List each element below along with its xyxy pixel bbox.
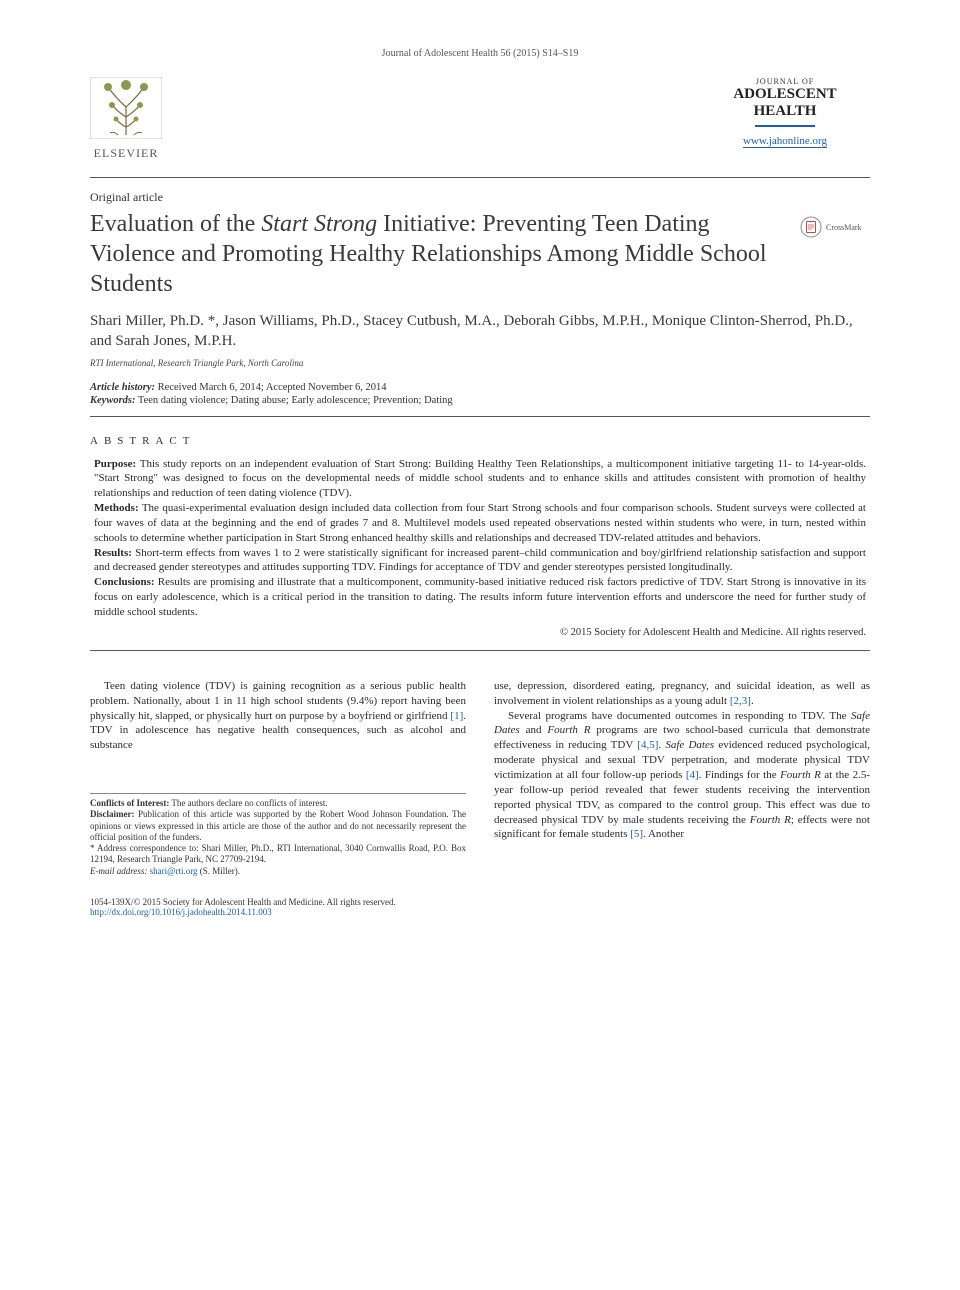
article-title: Evaluation of the Start Strong Initiativ…	[90, 209, 800, 299]
col2-ital4: Fourth R	[780, 769, 821, 781]
footnote-block: Conflicts of Interest: The authors decla…	[90, 793, 466, 877]
coi-text: The authors declare no conflicts of inte…	[169, 798, 327, 808]
col2-p2b: and	[520, 724, 548, 736]
abstract-heading: ABSTRACT	[90, 435, 870, 447]
conclusions-text: Results are promising and illustrate tha…	[94, 576, 866, 618]
crossmark-badge[interactable]: CrossMark	[800, 213, 870, 241]
article-type: Original article	[90, 190, 870, 205]
ref-5-link[interactable]: [5]	[630, 828, 643, 840]
masthead-row: ELSEVIER JOURNAL OF ADOLESCENT HEALTH ww…	[90, 77, 870, 163]
col1-para1: Teen dating violence (TDV) is gaining re…	[90, 679, 466, 753]
methods-label: Methods:	[94, 502, 139, 514]
keywords-label: Keywords:	[90, 395, 136, 406]
col2-para2: Several programs have documented outcome…	[494, 709, 870, 843]
results-label: Results:	[94, 547, 132, 559]
publisher-logo: ELSEVIER	[90, 77, 162, 163]
crossmark-label: CrossMark	[826, 223, 862, 232]
mid-rule-1	[90, 416, 870, 417]
journal-overline: JOURNAL OF	[700, 77, 870, 86]
abstract-body: Purpose: This study reports on an indepe…	[90, 457, 870, 640]
abstract-copyright: © 2015 Society for Adolescent Health and…	[94, 626, 866, 640]
methods-text: The quasi-experimental evaluation design…	[94, 502, 866, 544]
elsevier-tree-icon	[90, 77, 162, 139]
running-head: Journal of Adolescent Health 56 (2015) S…	[90, 48, 870, 59]
mid-rule-2	[90, 650, 870, 651]
journal-name-line1: ADOLESCENT	[700, 86, 870, 103]
journal-logo-box: JOURNAL OF ADOLESCENT HEALTH www.jahonli…	[700, 77, 870, 149]
col2-p1b: .	[751, 695, 754, 707]
conclusions-label: Conclusions:	[94, 576, 155, 588]
disclaimer-label: Disclaimer:	[90, 809, 134, 819]
author-list: Shari Miller, Ph.D. *, Jason Williams, P…	[90, 311, 870, 352]
ref-23-link[interactable]: [2,3]	[730, 695, 751, 707]
title-pre: Evaluation of the	[90, 211, 261, 237]
disclaimer-text: Publication of this article was supporte…	[90, 809, 466, 842]
crossmark-icon	[800, 216, 822, 238]
journal-url-link[interactable]: www.jahonline.org	[743, 135, 827, 148]
page-footer: 1054-139X/© 2015 Society for Adolescent …	[90, 897, 870, 917]
results-text: Short-term effects from waves 1 to 2 wer…	[94, 547, 866, 574]
journal-rule	[755, 125, 815, 127]
doi-link[interactable]: http://dx.doi.org/10.1016/j.jadohealth.2…	[90, 907, 272, 917]
purpose-label: Purpose:	[94, 458, 136, 470]
title-italic: Start Strong	[261, 211, 377, 237]
author-email-link[interactable]: shari@rti.org	[147, 866, 197, 876]
top-rule	[90, 177, 870, 178]
col2-p2i: . Another	[643, 828, 684, 840]
keywords-text: Teen dating violence; Dating abuse; Earl…	[136, 395, 453, 406]
col2-para1: use, depression, disordered eating, preg…	[494, 679, 870, 709]
publisher-name: ELSEVIER	[90, 146, 162, 161]
title-row: Evaluation of the Start Strong Initiativ…	[90, 209, 870, 299]
journal-name-line2: HEALTH	[700, 103, 870, 120]
column-left: Teen dating violence (TDV) is gaining re…	[90, 679, 466, 877]
purpose-text: This study reports on an independent eva…	[94, 458, 866, 500]
correspondence: * Address correspondence to: Shari Mille…	[90, 843, 466, 866]
column-right: use, depression, disordered eating, preg…	[494, 679, 870, 877]
col2-ital5: Fourth R	[750, 814, 791, 826]
body-columns: Teen dating violence (TDV) is gaining re…	[90, 679, 870, 877]
history-text: Received March 6, 2014; Accepted Novembe…	[155, 382, 387, 393]
affiliation: RTI International, Research Triangle Par…	[90, 358, 870, 368]
email-who: (S. Miller).	[198, 866, 241, 876]
email-label: E-mail address:	[90, 866, 147, 876]
col2-p2f: . Findings for the	[699, 769, 780, 781]
history-label: Article history:	[90, 382, 155, 393]
col2-p1a: use, depression, disordered eating, preg…	[494, 680, 870, 707]
col2-ital3: Safe Dates	[665, 739, 714, 751]
ref-1-link[interactable]: [1]	[450, 710, 463, 722]
coi-label: Conflicts of Interest:	[90, 798, 169, 808]
col2-ital2: Fourth R	[547, 724, 590, 736]
article-history: Article history: Received March 6, 2014;…	[90, 382, 870, 393]
keywords: Keywords: Teen dating violence; Dating a…	[90, 395, 870, 406]
issn-copyright: 1054-139X/© 2015 Society for Adolescent …	[90, 897, 870, 907]
col2-p2a: Several programs have documented outcome…	[508, 710, 851, 722]
ref-4-link[interactable]: [4]	[686, 769, 699, 781]
col1-p1a: Teen dating violence (TDV) is gaining re…	[90, 680, 466, 722]
ref-45-link[interactable]: [4,5]	[637, 739, 658, 751]
